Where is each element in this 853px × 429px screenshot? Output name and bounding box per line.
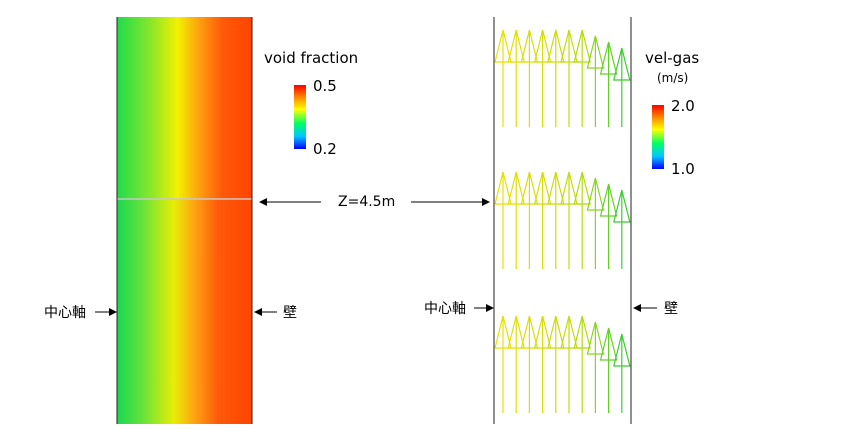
void-fraction-legend-title: void fraction <box>264 49 358 67</box>
vel-gas-legend-min: 1.0 <box>671 160 695 178</box>
right-center-axis-label: 中心軸 <box>424 301 466 317</box>
velocity-vector-head <box>613 47 631 81</box>
void-fraction-colorbar <box>294 85 306 149</box>
velocity-vector-head <box>520 29 539 63</box>
z-label: Z=4.5m <box>338 194 395 210</box>
vel-gas-vectors <box>494 29 631 413</box>
velocity-vector-head <box>573 171 591 205</box>
vel-gas-legend: vel-gas (m/s) 2.0 1.0 <box>645 49 699 178</box>
void-fraction-legend-min: 0.2 <box>313 140 337 158</box>
vel-gas-panel <box>493 17 632 424</box>
velocity-vector-head <box>613 333 631 367</box>
velocity-vector-head <box>573 315 591 349</box>
void-fraction-field-bottom <box>117 199 252 424</box>
velocity-vector-head <box>494 315 512 349</box>
velocity-vector-head <box>533 171 552 205</box>
velocity-vector-head <box>599 41 618 75</box>
void-fraction-field-top <box>117 17 252 199</box>
left-center-axis-label: 中心軸 <box>44 305 86 321</box>
void-fraction-legend-max: 0.5 <box>313 77 337 95</box>
velocity-vector-head <box>599 327 618 361</box>
velocity-vector-head <box>520 315 539 349</box>
velocity-vector-head <box>573 29 591 63</box>
velocity-vector-head <box>586 35 605 69</box>
velocity-vector-head <box>560 315 578 349</box>
velocity-vector-head <box>533 29 552 63</box>
velocity-vector-head <box>533 315 552 349</box>
velocity-vector-head <box>547 29 565 63</box>
velocity-vector-head <box>547 315 565 349</box>
velocity-vector-head <box>507 315 525 349</box>
velocity-vector-head <box>494 29 512 63</box>
velocity-vector-head <box>494 171 512 205</box>
vel-gas-colorbar <box>652 105 664 169</box>
velocity-vector-head <box>560 29 578 63</box>
velocity-vector-head <box>613 189 631 223</box>
velocity-vector-head <box>586 321 605 355</box>
velocity-vector-head <box>599 183 618 217</box>
vel-gas-legend-title: vel-gas <box>645 49 699 67</box>
velocity-vector-head <box>507 29 525 63</box>
velocity-vector-head <box>507 171 525 205</box>
void-fraction-legend: void fraction 0.5 0.2 <box>264 49 358 158</box>
vel-gas-legend-unit: (m/s) <box>657 71 688 85</box>
left-wall-label: 壁 <box>283 305 297 321</box>
velocity-vector-head <box>520 171 539 205</box>
vel-gas-legend-max: 2.0 <box>671 97 695 115</box>
right-wall-label: 壁 <box>664 301 678 317</box>
void-fraction-panel <box>116 17 253 424</box>
velocity-vector-head <box>586 177 605 211</box>
velocity-vector-head <box>560 171 578 205</box>
velocity-vector-head <box>547 171 565 205</box>
